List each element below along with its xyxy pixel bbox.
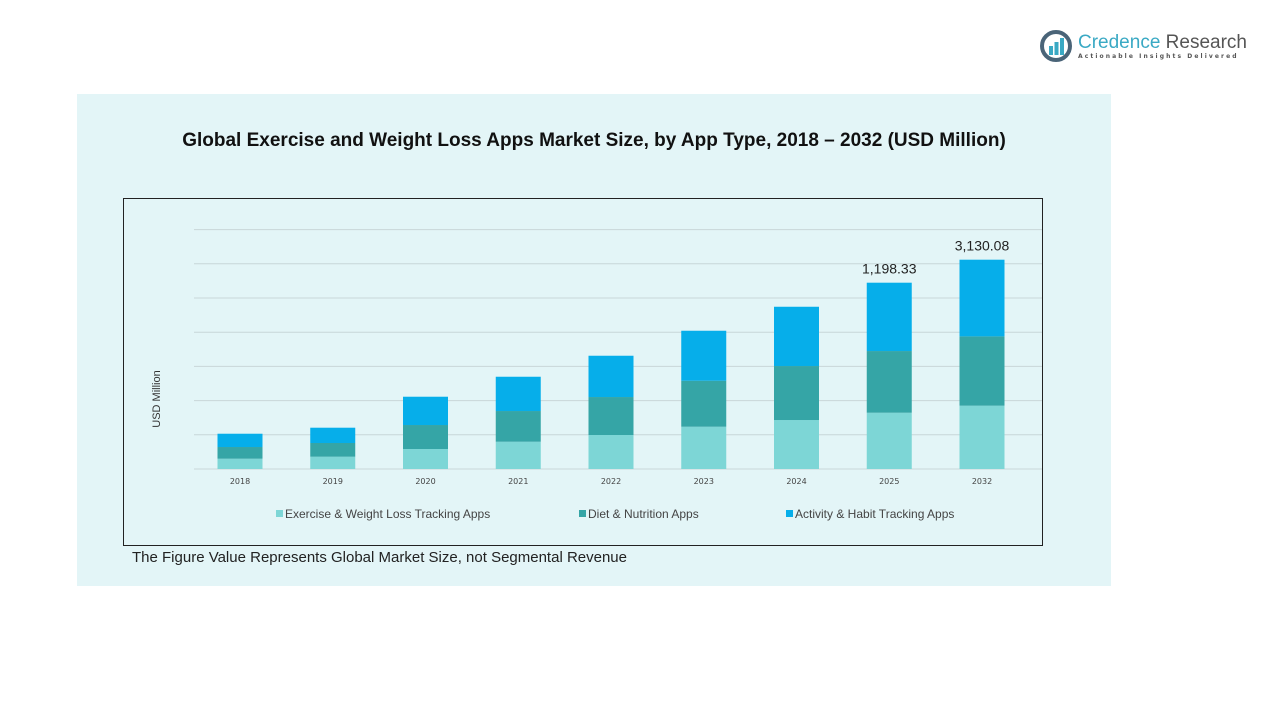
x-tick-label: 2020 (415, 477, 435, 486)
legend-label: Exercise & Weight Loss Tracking Apps (285, 507, 490, 521)
bar-segment-2018-s2 (217, 433, 263, 448)
legend-label: Diet & Nutrition Apps (588, 507, 699, 521)
logo-chart-icon (1040, 30, 1072, 62)
y-axis-label: USD Million (151, 370, 163, 427)
legend-swatch (276, 510, 283, 517)
brand-tagline: Actionable Insights Delivered (1078, 52, 1239, 60)
x-tick-label: 2019 (323, 477, 343, 486)
x-tick-label: 2022 (601, 477, 621, 486)
data-label-2025: 1,198.33 (862, 261, 917, 277)
legend-label: Activity & Habit Tracking Apps (795, 507, 954, 521)
bar-segment-2024-s1 (774, 366, 819, 421)
bar-segment-2020-s1 (403, 425, 448, 450)
bar-segment-2024-s0 (774, 420, 819, 469)
legend-swatch (786, 510, 793, 517)
x-tick-label: 2024 (786, 477, 806, 486)
bar-segment-2019-s0 (310, 456, 356, 469)
x-tick-label: 2023 (694, 477, 714, 486)
bar-segment-2022-s0 (588, 435, 634, 469)
chart-title: Global Exercise and Weight Loss Apps Mar… (182, 130, 1006, 151)
bar-segment-2032-s2 (959, 259, 1005, 337)
stacked-bar-chart: USD Million 2018 2019 2020 2021 2022 2023 2024 2… (151, 229, 1042, 521)
bar-segment-2023-s0 (681, 426, 727, 469)
brand-logo: Credence Research Actionable Insights De… (1040, 30, 1247, 62)
bar-segment-2021-s2 (495, 376, 541, 412)
bar-segment-2020-s0 (403, 449, 448, 469)
bar-segment-2025-s1 (866, 351, 912, 413)
bar-segment-2032-s0 (959, 405, 1005, 469)
bar-segment-2019-s2 (310, 427, 356, 444)
footnote: The Figure Value Represents Global Marke… (132, 549, 627, 566)
brand-name-1: Credence (1078, 31, 1161, 53)
chart-panel (77, 94, 1111, 586)
bar-segment-2021-s1 (495, 411, 541, 442)
bar-segment-2018-s1 (217, 447, 263, 459)
bar-segment-2032-s1 (959, 336, 1005, 406)
bar-segment-2022-s2 (588, 355, 634, 398)
bar-segment-2019-s1 (310, 443, 356, 457)
bar-segment-2025-s2 (866, 282, 912, 352)
x-tick-label: 2025 (879, 477, 899, 486)
x-tick-label: 2021 (508, 477, 528, 486)
bar-segment-2024-s2 (774, 306, 819, 367)
bar-segment-2023-s2 (681, 330, 727, 381)
x-tick-label: 2018 (230, 477, 250, 486)
chart-frame: USD Million 2018 2019 2020 2021 2022 2023 2024 2… (123, 198, 1043, 546)
legend-swatch (579, 510, 586, 517)
bar-segment-2022-s1 (588, 397, 634, 436)
bar-segment-2021-s0 (495, 441, 541, 469)
x-tick-label: 2032 (972, 477, 992, 486)
data-label-2032: 3,130.08 (955, 238, 1010, 254)
bar-segment-2023-s1 (681, 380, 727, 427)
bar-segment-2025-s0 (866, 412, 912, 469)
bar-segment-2020-s2 (403, 396, 448, 426)
bar-segment-2018-s0 (217, 458, 263, 469)
brand-name-2: Research (1165, 31, 1247, 53)
